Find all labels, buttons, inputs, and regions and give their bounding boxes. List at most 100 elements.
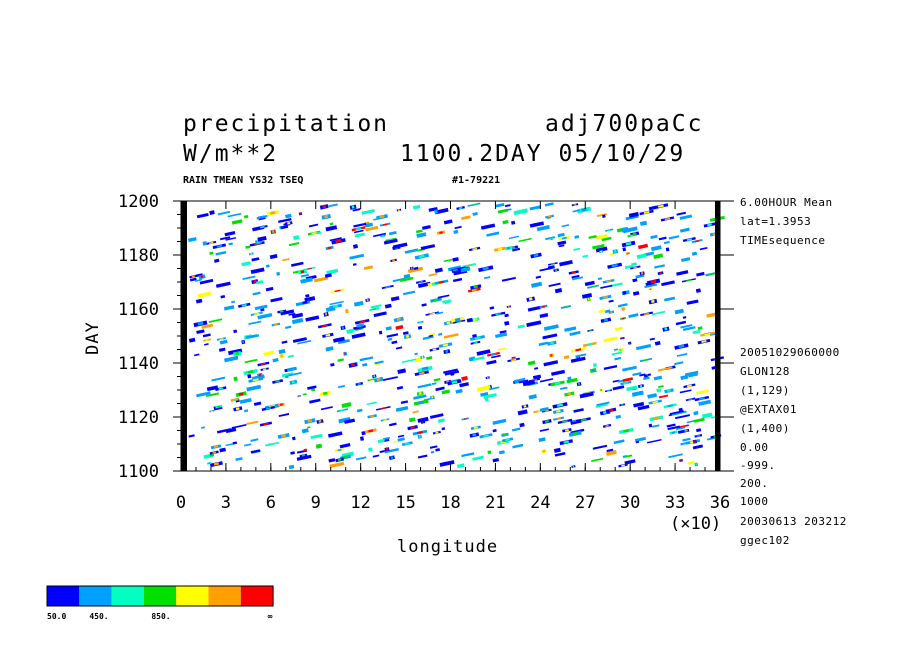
precip-cell <box>333 336 345 343</box>
colorbar-swatch <box>79 586 112 606</box>
precip-core <box>473 341 478 345</box>
precip-cell <box>457 463 465 469</box>
side-info-line: 200. <box>740 477 769 490</box>
precip-cell <box>539 312 549 319</box>
precip-cell <box>617 303 628 308</box>
precip-core <box>311 231 317 235</box>
precip-cell <box>325 346 334 352</box>
precip-cell <box>239 397 252 404</box>
precip-core <box>435 431 439 434</box>
precip-core <box>640 272 644 275</box>
precip-cell <box>442 299 452 304</box>
precip-core <box>322 204 327 209</box>
precip-cell <box>284 375 289 379</box>
precip-core <box>431 273 435 276</box>
precip-core <box>486 376 489 379</box>
precip-core <box>591 368 595 372</box>
precip-core <box>621 317 625 320</box>
precip-core <box>544 409 549 412</box>
precip-cell <box>354 232 365 238</box>
time-label: 1100.2DAY 05/10/29 <box>400 141 685 167</box>
precip-cell <box>280 225 289 230</box>
precip-cell <box>195 273 203 278</box>
precip-cell <box>338 417 351 424</box>
precip-core <box>633 266 638 269</box>
precip-core <box>418 371 425 375</box>
precip-core <box>652 400 659 404</box>
precip-cell <box>397 368 407 375</box>
precip-cell <box>489 306 495 310</box>
y-tick-label: 1200 <box>118 192 159 212</box>
precip-core <box>511 246 516 249</box>
precip-core <box>369 402 374 405</box>
precip-cell <box>413 266 419 271</box>
precip-cell <box>679 389 692 394</box>
precip-cell <box>362 362 368 367</box>
precip-core <box>628 342 631 345</box>
precip-cell <box>648 423 653 428</box>
precip-cell <box>547 265 555 270</box>
precip-cell <box>310 433 323 440</box>
precip-cell <box>511 356 516 359</box>
precip-cell <box>245 334 258 339</box>
y-tick-label: 1160 <box>118 300 159 320</box>
precip-core <box>217 405 221 408</box>
precip-cell <box>664 296 676 302</box>
precip-cell <box>483 393 497 399</box>
precip-cell <box>203 343 209 346</box>
precip-cell <box>632 291 640 296</box>
precip-core <box>511 358 517 362</box>
precip-cell <box>693 417 705 423</box>
precip-core <box>262 368 267 371</box>
precip-cell <box>502 219 509 225</box>
precip-cell <box>522 379 536 387</box>
precip-core <box>666 389 672 393</box>
precip-cell <box>519 422 525 428</box>
precip-cell <box>285 325 292 330</box>
precip-core <box>676 411 683 415</box>
precip-cell <box>557 232 565 238</box>
precip-cell <box>517 324 525 329</box>
units-label: W/m**2 <box>183 141 278 167</box>
precip-core <box>600 309 604 313</box>
precip-cell <box>241 261 251 267</box>
precip-core <box>572 431 578 436</box>
precip-core <box>694 240 700 243</box>
precip-cell <box>272 358 279 363</box>
precip-cell <box>600 284 613 289</box>
precip-core <box>366 298 369 302</box>
precip-core <box>572 465 575 468</box>
precip-core <box>608 408 614 412</box>
x-tick-label: 15 <box>395 493 415 513</box>
precip-cell <box>417 325 423 330</box>
precip-core <box>497 247 503 251</box>
precip-cell <box>213 258 220 263</box>
precip-core <box>205 339 209 342</box>
precip-cell <box>676 211 687 216</box>
precip-cell <box>613 439 625 445</box>
precip-cell <box>196 391 211 398</box>
precip-core <box>473 426 479 430</box>
precip-cell <box>408 417 416 423</box>
precip-cell <box>225 237 237 241</box>
precip-core <box>472 318 477 322</box>
precip-cell <box>395 325 404 330</box>
precip-core <box>275 380 280 383</box>
precip-cell <box>308 223 319 228</box>
precip-cell <box>531 281 543 288</box>
precip-core <box>235 351 240 356</box>
precip-cell <box>428 334 434 338</box>
precip-cell <box>278 413 290 418</box>
precip-cell <box>269 254 278 260</box>
precip-cell <box>663 240 670 245</box>
precip-cell <box>218 347 226 352</box>
precip-core <box>301 454 306 457</box>
precip-core <box>561 236 567 240</box>
side-info-line: 20030613 203212 <box>740 515 847 528</box>
precip-cell <box>265 286 274 292</box>
precip-core <box>602 295 608 299</box>
precip-core <box>417 395 423 399</box>
precip-cell <box>302 393 307 396</box>
precip-cell <box>278 348 286 355</box>
